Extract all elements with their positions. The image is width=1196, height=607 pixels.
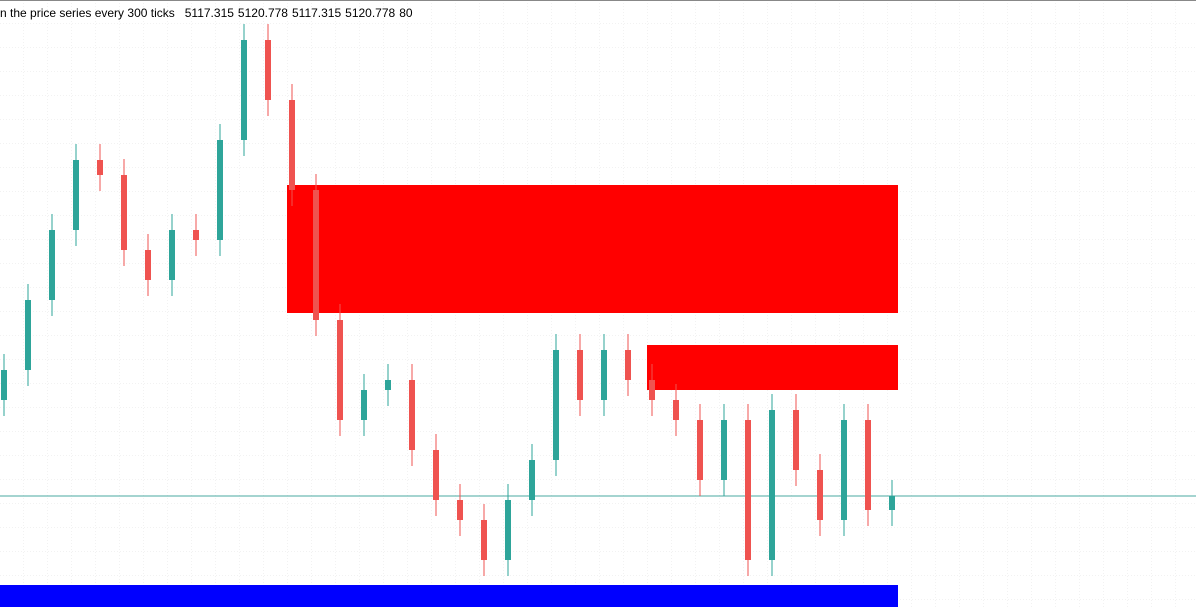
- candle-body: [217, 140, 223, 240]
- candle-body: [505, 500, 511, 560]
- candle-body: [169, 230, 175, 280]
- candle-body: [697, 420, 703, 480]
- candle-body: [529, 460, 535, 500]
- header-value: 5120.778: [345, 6, 395, 20]
- candle-body: [385, 380, 391, 390]
- candle-body: [73, 160, 79, 230]
- header: n the price series every 300 ticks 5117.3…: [0, 6, 413, 20]
- candle-body: [889, 496, 895, 510]
- candle-body: [313, 190, 319, 320]
- candle-body: [577, 350, 583, 400]
- candle-body: [97, 160, 103, 175]
- candle-body: [817, 470, 823, 520]
- candle-body: [721, 420, 727, 480]
- candle-body: [265, 40, 271, 100]
- candle-body: [769, 410, 775, 560]
- header-value: 80: [399, 6, 413, 20]
- zone: [647, 345, 898, 390]
- candle-body: [25, 300, 31, 370]
- candle-body: [673, 400, 679, 420]
- candle-body: [337, 320, 343, 420]
- candle-body: [361, 390, 367, 420]
- candle-body: [481, 520, 487, 560]
- candle-body: [865, 420, 871, 510]
- candle-body: [745, 420, 751, 560]
- candle-body: [1, 370, 7, 400]
- header-value: 5117.315: [292, 6, 341, 20]
- candle-body: [409, 380, 415, 450]
- candle-body: [793, 410, 799, 470]
- zone: [0, 585, 898, 607]
- candle-body: [625, 350, 631, 380]
- candle-body: [121, 175, 127, 250]
- candle-body: [841, 420, 847, 520]
- candle-body: [193, 230, 199, 240]
- candle-body: [241, 40, 247, 140]
- header-value: 5120.778: [238, 6, 288, 20]
- header-value: 5117.315: [185, 6, 234, 20]
- candle-body: [601, 350, 607, 400]
- candle-body: [49, 230, 55, 300]
- zone: [287, 185, 898, 313]
- candle-body: [145, 250, 151, 280]
- plot: [0, 24, 1196, 607]
- candle-body: [433, 450, 439, 500]
- candle-body: [553, 350, 559, 460]
- candle-body: [457, 500, 463, 520]
- header-title: n the price series every 300 ticks: [0, 6, 175, 20]
- candle-body: [649, 380, 655, 400]
- candle-body: [289, 100, 295, 190]
